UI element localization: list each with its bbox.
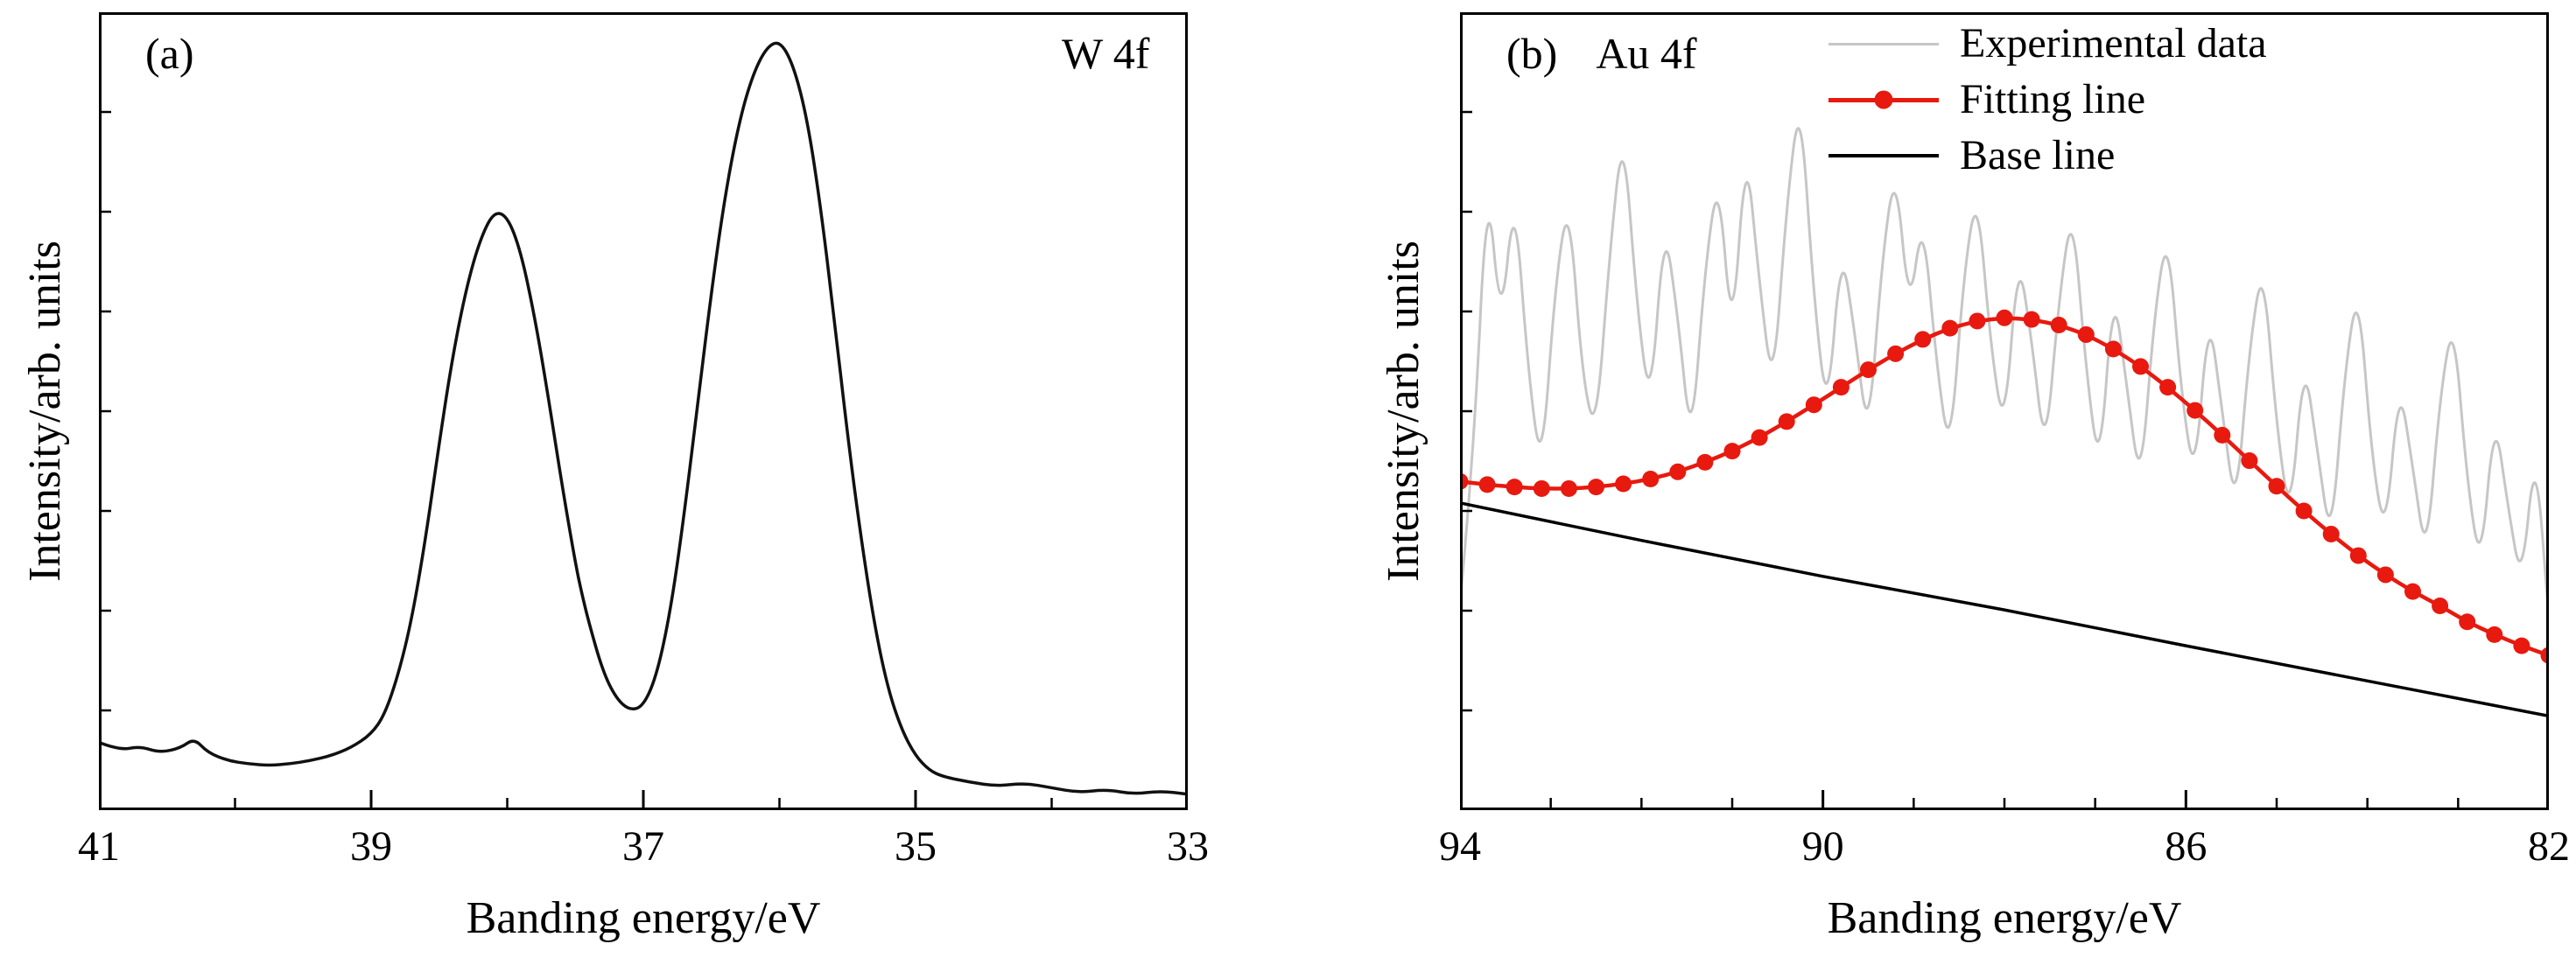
x-tick-label: 86 <box>2165 823 2207 870</box>
legend-base-line-icon <box>1828 154 1939 157</box>
panel-b-plot-area <box>1460 12 2549 810</box>
panel-a-annotation: W 4f <box>1062 29 1150 78</box>
legend-experimental-line-icon <box>1828 42 1939 45</box>
legend-item-base-line: Base line <box>1828 128 2267 184</box>
x-tick-label: 33 <box>1167 823 1209 870</box>
panel-a-x-axis-title: Banding energy/eV <box>466 893 821 943</box>
legend-item-fitting-line: Fitting line <box>1828 72 2267 128</box>
panel-b-tag-text: (b) <box>1506 29 1558 78</box>
legend: Experimental data Fitting line Base line <box>1828 16 2267 184</box>
x-tick-label: 35 <box>895 823 937 870</box>
legend-label-base-line: Base line <box>1960 132 2116 178</box>
panel-a-tag: (a) <box>145 29 194 78</box>
legend-label-experimental-data: Experimental data <box>1960 20 2267 66</box>
legend-fitting-marker-dot-icon <box>1874 90 1893 109</box>
x-tick-label: 41 <box>78 823 120 870</box>
x-tick-label: 94 <box>1439 823 1481 870</box>
panel-a-plot-area <box>99 12 1188 810</box>
x-tick-label: 37 <box>622 823 664 870</box>
x-tick-label: 82 <box>2528 823 2570 870</box>
legend-fitting-line-icon <box>1828 90 1939 109</box>
legend-item-experimental-data: Experimental data <box>1828 16 2267 72</box>
panel-b-x-axis-title: Banding energy/eV <box>1827 893 2182 943</box>
x-tick-label: 39 <box>350 823 392 870</box>
panel-b-annotation: Au 4f <box>1596 29 1697 78</box>
panel-b-tag: (b) Au 4f <box>1506 31 1697 75</box>
x-tick-label: 90 <box>1801 823 1844 870</box>
panel-b-y-axis-title: Intensity/arb. units <box>1379 241 1428 582</box>
legend-label-fitting-line: Fitting line <box>1960 76 2146 122</box>
